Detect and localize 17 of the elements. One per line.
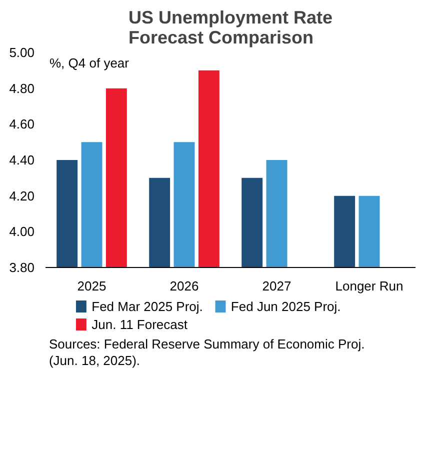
y-tick-label: 4.60 bbox=[9, 116, 35, 132]
x-tick-label: 2027 bbox=[262, 278, 292, 294]
y-tick-label: 3.80 bbox=[9, 260, 35, 275]
legend-label: Jun. 11 Forecast bbox=[92, 317, 188, 332]
x-tick-label: 2026 bbox=[170, 278, 199, 294]
y-tick-label: 4.80 bbox=[9, 80, 35, 96]
y-tick-label: 4.20 bbox=[9, 188, 35, 204]
legend-label: Fed Jun 2025 Proj. bbox=[230, 299, 341, 314]
legend-label: Fed Mar 2025 Proj. bbox=[92, 299, 203, 314]
x-tick-label: Longer Run bbox=[335, 278, 404, 294]
y-tick-label: 4.40 bbox=[9, 152, 35, 168]
y-tick-label: 5.00 bbox=[9, 45, 35, 60]
source-note: Sources: Federal Reserve Summary of Economic Proj. (Jun. 18, 2025). bbox=[48, 336, 365, 368]
y-tick-label: 4.00 bbox=[9, 224, 35, 240]
y-axis-title: %, Q4 of year bbox=[50, 56, 130, 70]
chart-title: US Unemployment Rate Forecast Comparison bbox=[128, 8, 333, 48]
x-tick-label: 2025 bbox=[77, 278, 106, 294]
